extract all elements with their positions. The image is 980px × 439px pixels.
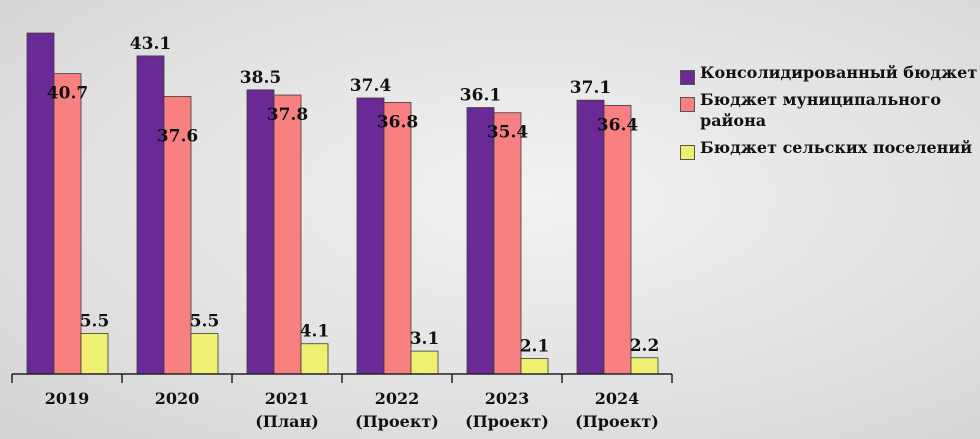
value-label-s1-c5: 36.4 [597, 115, 639, 135]
x-tick-label-3-0: 2022 [375, 389, 420, 408]
value-label-s2-c1: 5.5 [190, 311, 220, 331]
legend-label-0: Консолидированный бюджет [700, 63, 978, 82]
value-label-s2-c3: 3.1 [410, 329, 440, 349]
value-label-s1-c0: 40.7 [47, 84, 88, 104]
bar-s1-c4 [493, 112, 522, 375]
bar-s2-c0 [80, 333, 109, 375]
value-label-s2-c4: 2.1 [520, 337, 550, 357]
x-tick-label-2-0: 2021 [265, 389, 310, 408]
value-label-s1-c2: 37.8 [267, 105, 308, 125]
legend-swatch-1 [680, 97, 695, 112]
bar-s1-c1 [163, 96, 192, 375]
bar-s0-c3 [356, 97, 385, 375]
legend-item-0: Консолидированный бюджет [680, 62, 980, 85]
x-tick-label-2-1: (План) [255, 412, 319, 431]
x-tick-label-4-1: (Проект) [465, 412, 549, 431]
value-labels-group: 40.7 5.5 43.1 37.6 5.5 38.5 37.8 4.1 37.4 36.8 3.1… [47, 34, 659, 357]
x-tick-label-5-0: 2024 [595, 389, 640, 408]
value-label-s2-c0: 5.5 [80, 311, 110, 331]
value-label-s0-c2: 38.5 [240, 68, 281, 88]
bars-group [26, 32, 659, 375]
legend-swatch-0 [680, 70, 695, 85]
legend-label-1: Бюджет муниципального района [700, 90, 942, 130]
value-label-s0-c3: 37.4 [350, 76, 392, 96]
bar-s2-c3 [410, 350, 439, 375]
bar-chart: 40.7 5.5 43.1 37.6 5.5 38.5 37.8 4.1 37.4 36.8 3.1… [11, 32, 673, 431]
value-label-s0-c5: 37.1 [570, 78, 611, 98]
legend-label-2: Бюджет сельских поселений [700, 138, 973, 157]
bar-s2-c5 [630, 357, 659, 375]
value-label-s2-c5: 2.2 [630, 336, 660, 356]
bar-s2-c1 [190, 333, 219, 375]
x-tick-label-4-0: 2023 [485, 389, 530, 408]
legend-item-2: Бюджет сельских поселений [680, 137, 980, 160]
bar-s1-c2 [273, 94, 302, 375]
value-label-s1-c3: 36.8 [377, 112, 418, 132]
legend: Консолидированный бюджет Бюджет муниципал… [680, 62, 980, 164]
bar-s0-c0 [26, 32, 55, 375]
value-label-s0-c4: 36.1 [460, 86, 501, 106]
bar-s0-c2 [246, 89, 275, 375]
bar-s0-c5 [576, 99, 605, 375]
value-label-s1-c4: 35.4 [487, 123, 529, 143]
x-tick-label-1-0: 2020 [155, 389, 200, 408]
bar-s1-c5 [603, 104, 632, 375]
bar-s1-c3 [383, 102, 412, 375]
x-axis: 2019 2020 2021 (План) 2022 (Проект) 2023 (Проек… [11, 373, 673, 431]
value-label-s1-c1: 37.6 [157, 127, 198, 147]
x-tick-label-3-1: (Проект) [355, 412, 439, 431]
value-label-s0-c1: 43.1 [130, 34, 171, 54]
legend-swatch-2 [680, 145, 695, 160]
bar-s2-c4 [520, 358, 549, 375]
x-tick-label-0-0: 2019 [45, 389, 90, 408]
legend-item-1: Бюджет муниципального района [680, 89, 980, 131]
bar-s2-c2 [300, 343, 329, 375]
bar-s1-c0 [53, 73, 82, 375]
bar-s0-c1 [136, 55, 165, 375]
value-label-s2-c2: 4.1 [300, 322, 330, 342]
x-tick-label-5-1: (Проект) [575, 412, 659, 431]
bar-s0-c4 [466, 107, 495, 375]
